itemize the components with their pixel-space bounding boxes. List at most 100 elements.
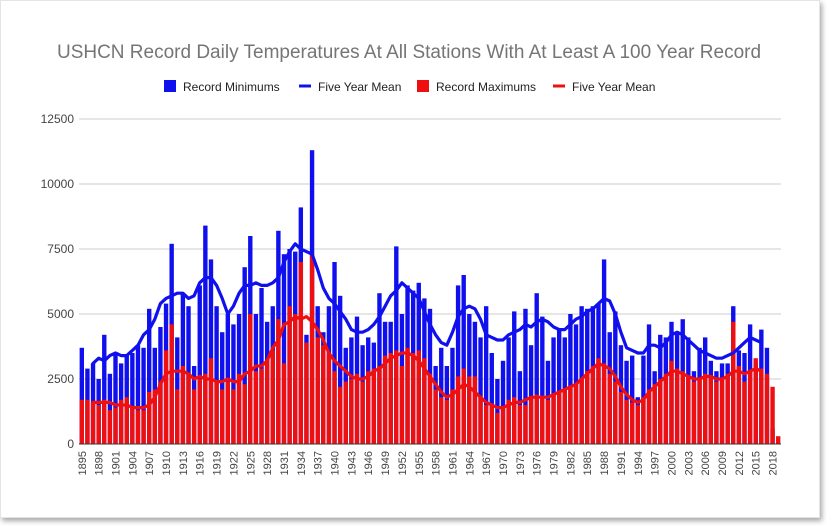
bar-record-min — [337, 295, 343, 444]
chart-frame: USHCN Record Daily Temperatures At All S… — [0, 0, 820, 518]
x-tick-label: 1988 — [599, 451, 611, 475]
x-tick-label: 2015 — [751, 451, 763, 475]
bar-record-max — [646, 389, 652, 444]
bar-record-max — [90, 402, 96, 444]
bar-record-max — [764, 373, 770, 444]
five-year-mean-lines — [91, 242, 763, 410]
bar-record-min — [141, 347, 146, 444]
bar-record-max — [450, 389, 455, 444]
x-tick-label: 1922 — [228, 451, 240, 475]
bar-record-max — [354, 373, 360, 444]
bar-record-min — [130, 353, 135, 444]
bar-record-min — [478, 337, 483, 444]
bar-record-max — [596, 358, 601, 444]
bar-record-max — [467, 376, 472, 444]
bar-record-max — [135, 410, 141, 444]
bar-record-max — [416, 350, 421, 444]
x-tick-label: 1910 — [161, 451, 173, 475]
bar-record-max — [253, 371, 259, 444]
bar-record-max — [360, 381, 365, 444]
bar-record-max — [489, 405, 494, 444]
bar-record-max — [270, 350, 275, 444]
bar-record-max — [158, 381, 163, 444]
bar-record-max — [478, 397, 483, 444]
bar-record-max — [528, 397, 534, 444]
bar-record-max — [276, 319, 281, 444]
bar-record-min — [601, 259, 607, 444]
bar-record-max — [714, 381, 719, 444]
bar-record-max — [759, 368, 764, 444]
bar-record-min — [646, 324, 652, 444]
x-tick-label: 1952 — [397, 451, 409, 475]
bars-record-maximums — [79, 254, 781, 444]
bar-record-min — [147, 308, 152, 444]
bar-record-max — [191, 389, 197, 444]
bar-record-min — [231, 324, 236, 444]
legend-label: Record Maximums — [436, 80, 536, 94]
bar-record-min — [528, 345, 534, 444]
bar-record-max — [394, 350, 399, 444]
x-tick-label: 1976 — [532, 451, 544, 475]
bar-record-max — [731, 321, 736, 444]
x-tick-label: 1904 — [127, 451, 139, 475]
bar-record-max — [500, 407, 506, 444]
bar-record-max — [540, 397, 545, 444]
bar-record-max — [225, 381, 231, 444]
bar-record-max — [287, 306, 292, 444]
x-tick-label: 1946 — [363, 451, 375, 475]
bar-record-min — [208, 259, 214, 444]
bar-record-max — [326, 353, 332, 444]
bar-record-max — [551, 394, 556, 444]
bar-record-max — [601, 363, 607, 444]
bar-record-max — [366, 371, 371, 444]
bar-record-min — [534, 293, 539, 444]
bar-record-max — [702, 373, 708, 444]
bar-record-max — [208, 358, 214, 444]
bar-record-min — [203, 225, 208, 444]
bar-record-min — [455, 285, 461, 444]
bar-record-max — [180, 366, 186, 444]
bar-record-max — [107, 410, 113, 444]
x-tick-label: 1958 — [431, 451, 443, 475]
bar-record-min — [107, 373, 113, 444]
bar-record-max — [674, 368, 680, 444]
x-tick-label: 1913 — [178, 451, 190, 475]
bar-record-max — [624, 399, 629, 444]
x-tick-label: 1925 — [245, 451, 257, 475]
bar-record-max — [242, 384, 247, 444]
bar-record-max — [186, 373, 191, 444]
bar-record-min — [197, 285, 202, 444]
bar-record-max — [231, 389, 236, 444]
bar-record-max — [410, 353, 416, 444]
bar-record-max — [399, 366, 405, 444]
bar-record-min — [394, 246, 399, 444]
bar-record-max — [214, 381, 219, 444]
legend-label: Record Minimums — [183, 80, 280, 94]
bar-record-max — [102, 399, 107, 444]
bar-record-max — [309, 254, 315, 444]
x-tick-label: 1982 — [565, 451, 577, 475]
x-tick-label: 1907 — [144, 451, 156, 475]
bar-record-min — [523, 308, 528, 444]
bar-record-max — [635, 405, 640, 444]
x-tick-label: 1985 — [582, 451, 594, 475]
bar-record-max — [691, 381, 697, 444]
bar-record-max — [130, 407, 135, 444]
chart-canvas: USHCN Record Daily Temperatures At All S… — [41, 42, 781, 475]
bar-record-min — [579, 306, 584, 444]
bar-record-max — [220, 389, 225, 444]
bar-record-min — [332, 262, 337, 444]
bar-record-max — [422, 358, 427, 444]
y-axis-ticks: 0 2500 5000 7500 10000 12500 — [41, 112, 75, 451]
legend-label: Five Year Mean — [318, 80, 401, 94]
bar-record-max — [455, 376, 461, 444]
y-tick-label: 12500 — [41, 112, 75, 126]
bar-record-min — [500, 360, 506, 444]
x-tick-label: 1973 — [515, 451, 527, 475]
bar-record-max — [349, 379, 354, 444]
bar-record-max — [669, 360, 674, 444]
x-axis-ticks: 1895 1898 1901 1904 1907 1910 1913 1916 1919 1922… — [77, 451, 780, 475]
bar-record-max — [483, 405, 489, 444]
bar-record-max — [197, 379, 202, 444]
legend-swatch — [164, 80, 176, 92]
